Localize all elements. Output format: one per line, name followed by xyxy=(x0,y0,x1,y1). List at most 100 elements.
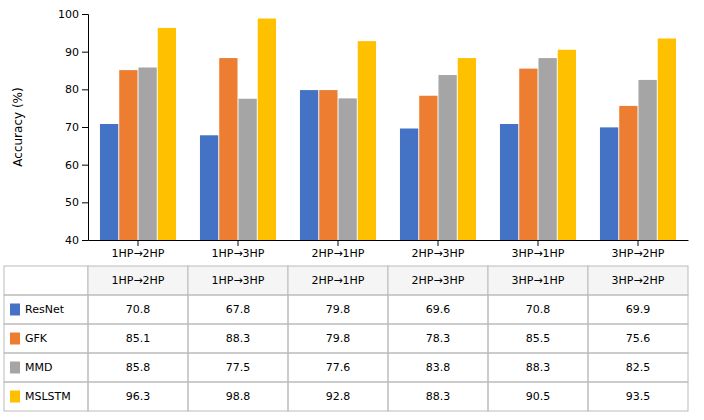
table-cell xyxy=(588,295,688,324)
table-cell xyxy=(4,266,88,295)
bar xyxy=(100,124,118,240)
table-value: 69.6 xyxy=(426,303,451,316)
table-cell xyxy=(288,295,388,324)
table-cell xyxy=(4,295,88,324)
y-tick-mark xyxy=(82,202,88,203)
x-tick: 2HP→3HP xyxy=(411,240,464,260)
x-tick: 1HP→2HP xyxy=(111,240,164,260)
table-value: 93.5 xyxy=(626,390,651,403)
y-tick-label: 90 xyxy=(65,46,79,59)
bar xyxy=(538,58,556,240)
table-cell xyxy=(188,324,288,353)
table-cell xyxy=(88,266,188,295)
bar xyxy=(638,80,656,240)
y-tick-label: 80 xyxy=(65,83,79,96)
bars xyxy=(100,19,676,240)
legend-label: GFK xyxy=(25,332,48,345)
y-tick-label: 60 xyxy=(65,159,79,172)
table-value: 88.3 xyxy=(426,390,451,403)
x-tick: 3HP→1HP xyxy=(511,240,564,260)
y-axis: 405060708090100 xyxy=(58,8,89,247)
x-tick-label: 1HP→2HP xyxy=(111,247,164,260)
table-value: 82.5 xyxy=(626,361,651,374)
table-value: 85.1 xyxy=(126,332,151,345)
table-value: 67.8 xyxy=(226,303,251,316)
table-value: 77.6 xyxy=(326,361,351,374)
table-cell xyxy=(388,324,488,353)
table-cell xyxy=(288,324,388,353)
table-header: 3HP→2HP xyxy=(611,274,664,287)
bar-series xyxy=(138,58,656,240)
table-cell xyxy=(388,295,488,324)
x-tick-mark xyxy=(338,240,339,246)
table-value: 79.8 xyxy=(326,303,351,316)
table-cell xyxy=(188,295,288,324)
table-cell xyxy=(488,295,588,324)
bar xyxy=(558,50,576,240)
x-tick-mark xyxy=(438,240,439,246)
bar xyxy=(319,90,337,240)
bar xyxy=(519,69,537,240)
table-cell xyxy=(588,324,688,353)
table-cell xyxy=(588,353,688,382)
y-tick-mark xyxy=(82,165,88,166)
y-tick-mark xyxy=(82,127,88,128)
x-tick-mark xyxy=(238,240,239,246)
table-value: 92.8 xyxy=(326,390,351,403)
bar xyxy=(400,129,418,240)
bar xyxy=(619,106,637,240)
table-cell xyxy=(388,382,488,411)
y-tick-label: 100 xyxy=(58,8,79,21)
x-tick-label: 2HP→1HP xyxy=(311,247,364,260)
y-tick: 100 xyxy=(58,8,88,21)
table-value: 98.8 xyxy=(226,390,251,403)
table-value: 69.9 xyxy=(626,303,651,316)
bar xyxy=(219,58,237,240)
table-value: 75.6 xyxy=(626,332,651,345)
table-cell xyxy=(288,266,388,295)
table-cell xyxy=(88,295,188,324)
legend-label: MMD xyxy=(25,361,52,374)
table-cell xyxy=(88,353,188,382)
table-cell xyxy=(288,353,388,382)
table-value: 77.5 xyxy=(226,361,251,374)
x-tick: 2HP→1HP xyxy=(311,240,364,260)
bar xyxy=(138,67,156,240)
table-value: 79.8 xyxy=(326,332,351,345)
table-value: 78.3 xyxy=(426,332,451,345)
x-tick-mark xyxy=(538,240,539,246)
table-cell xyxy=(488,353,588,382)
table-value: 88.3 xyxy=(226,332,251,345)
y-axis-title: Accuracy (%) xyxy=(11,87,25,166)
x-axis-line xyxy=(89,240,689,241)
x-tick-label: 2HP→3HP xyxy=(411,247,464,260)
legend-swatch xyxy=(10,333,20,345)
table-cell xyxy=(288,382,388,411)
y-tick: 90 xyxy=(65,46,88,59)
y-tick: 80 xyxy=(65,83,88,96)
y-tick-mark xyxy=(82,52,88,53)
y-tick-mark xyxy=(82,89,88,90)
table-value: 85.5 xyxy=(526,332,551,345)
table-value: 70.8 xyxy=(526,303,551,316)
y-tick-mark xyxy=(82,14,88,15)
x-axis: 1HP→2HP1HP→3HP2HP→1HP2HP→3HP3HP→1HP3HP→2… xyxy=(89,240,689,260)
table-header: 3HP→1HP xyxy=(511,274,564,287)
table-cell xyxy=(4,353,88,382)
x-tick: 3HP→2HP xyxy=(611,240,664,260)
table-cell xyxy=(588,382,688,411)
table-cell xyxy=(4,324,88,353)
table-cell xyxy=(488,266,588,295)
table-header: 2HP→3HP xyxy=(411,274,464,287)
bar xyxy=(300,90,318,240)
table-value: 70.8 xyxy=(126,303,151,316)
y-tick: 70 xyxy=(65,121,88,134)
table-value: 96.3 xyxy=(126,390,151,403)
legend-table: 1HP→2HP1HP→3HP2HP→1HP2HP→3HP3HP→1HP3HP→2… xyxy=(4,266,688,411)
table-header: 1HP→2HP xyxy=(111,274,164,287)
table-value: 85.8 xyxy=(126,361,151,374)
y-tick-label: 70 xyxy=(65,121,79,134)
x-tick-label: 3HP→2HP xyxy=(611,247,664,260)
table-cell xyxy=(588,266,688,295)
table-header: 2HP→1HP xyxy=(311,274,364,287)
